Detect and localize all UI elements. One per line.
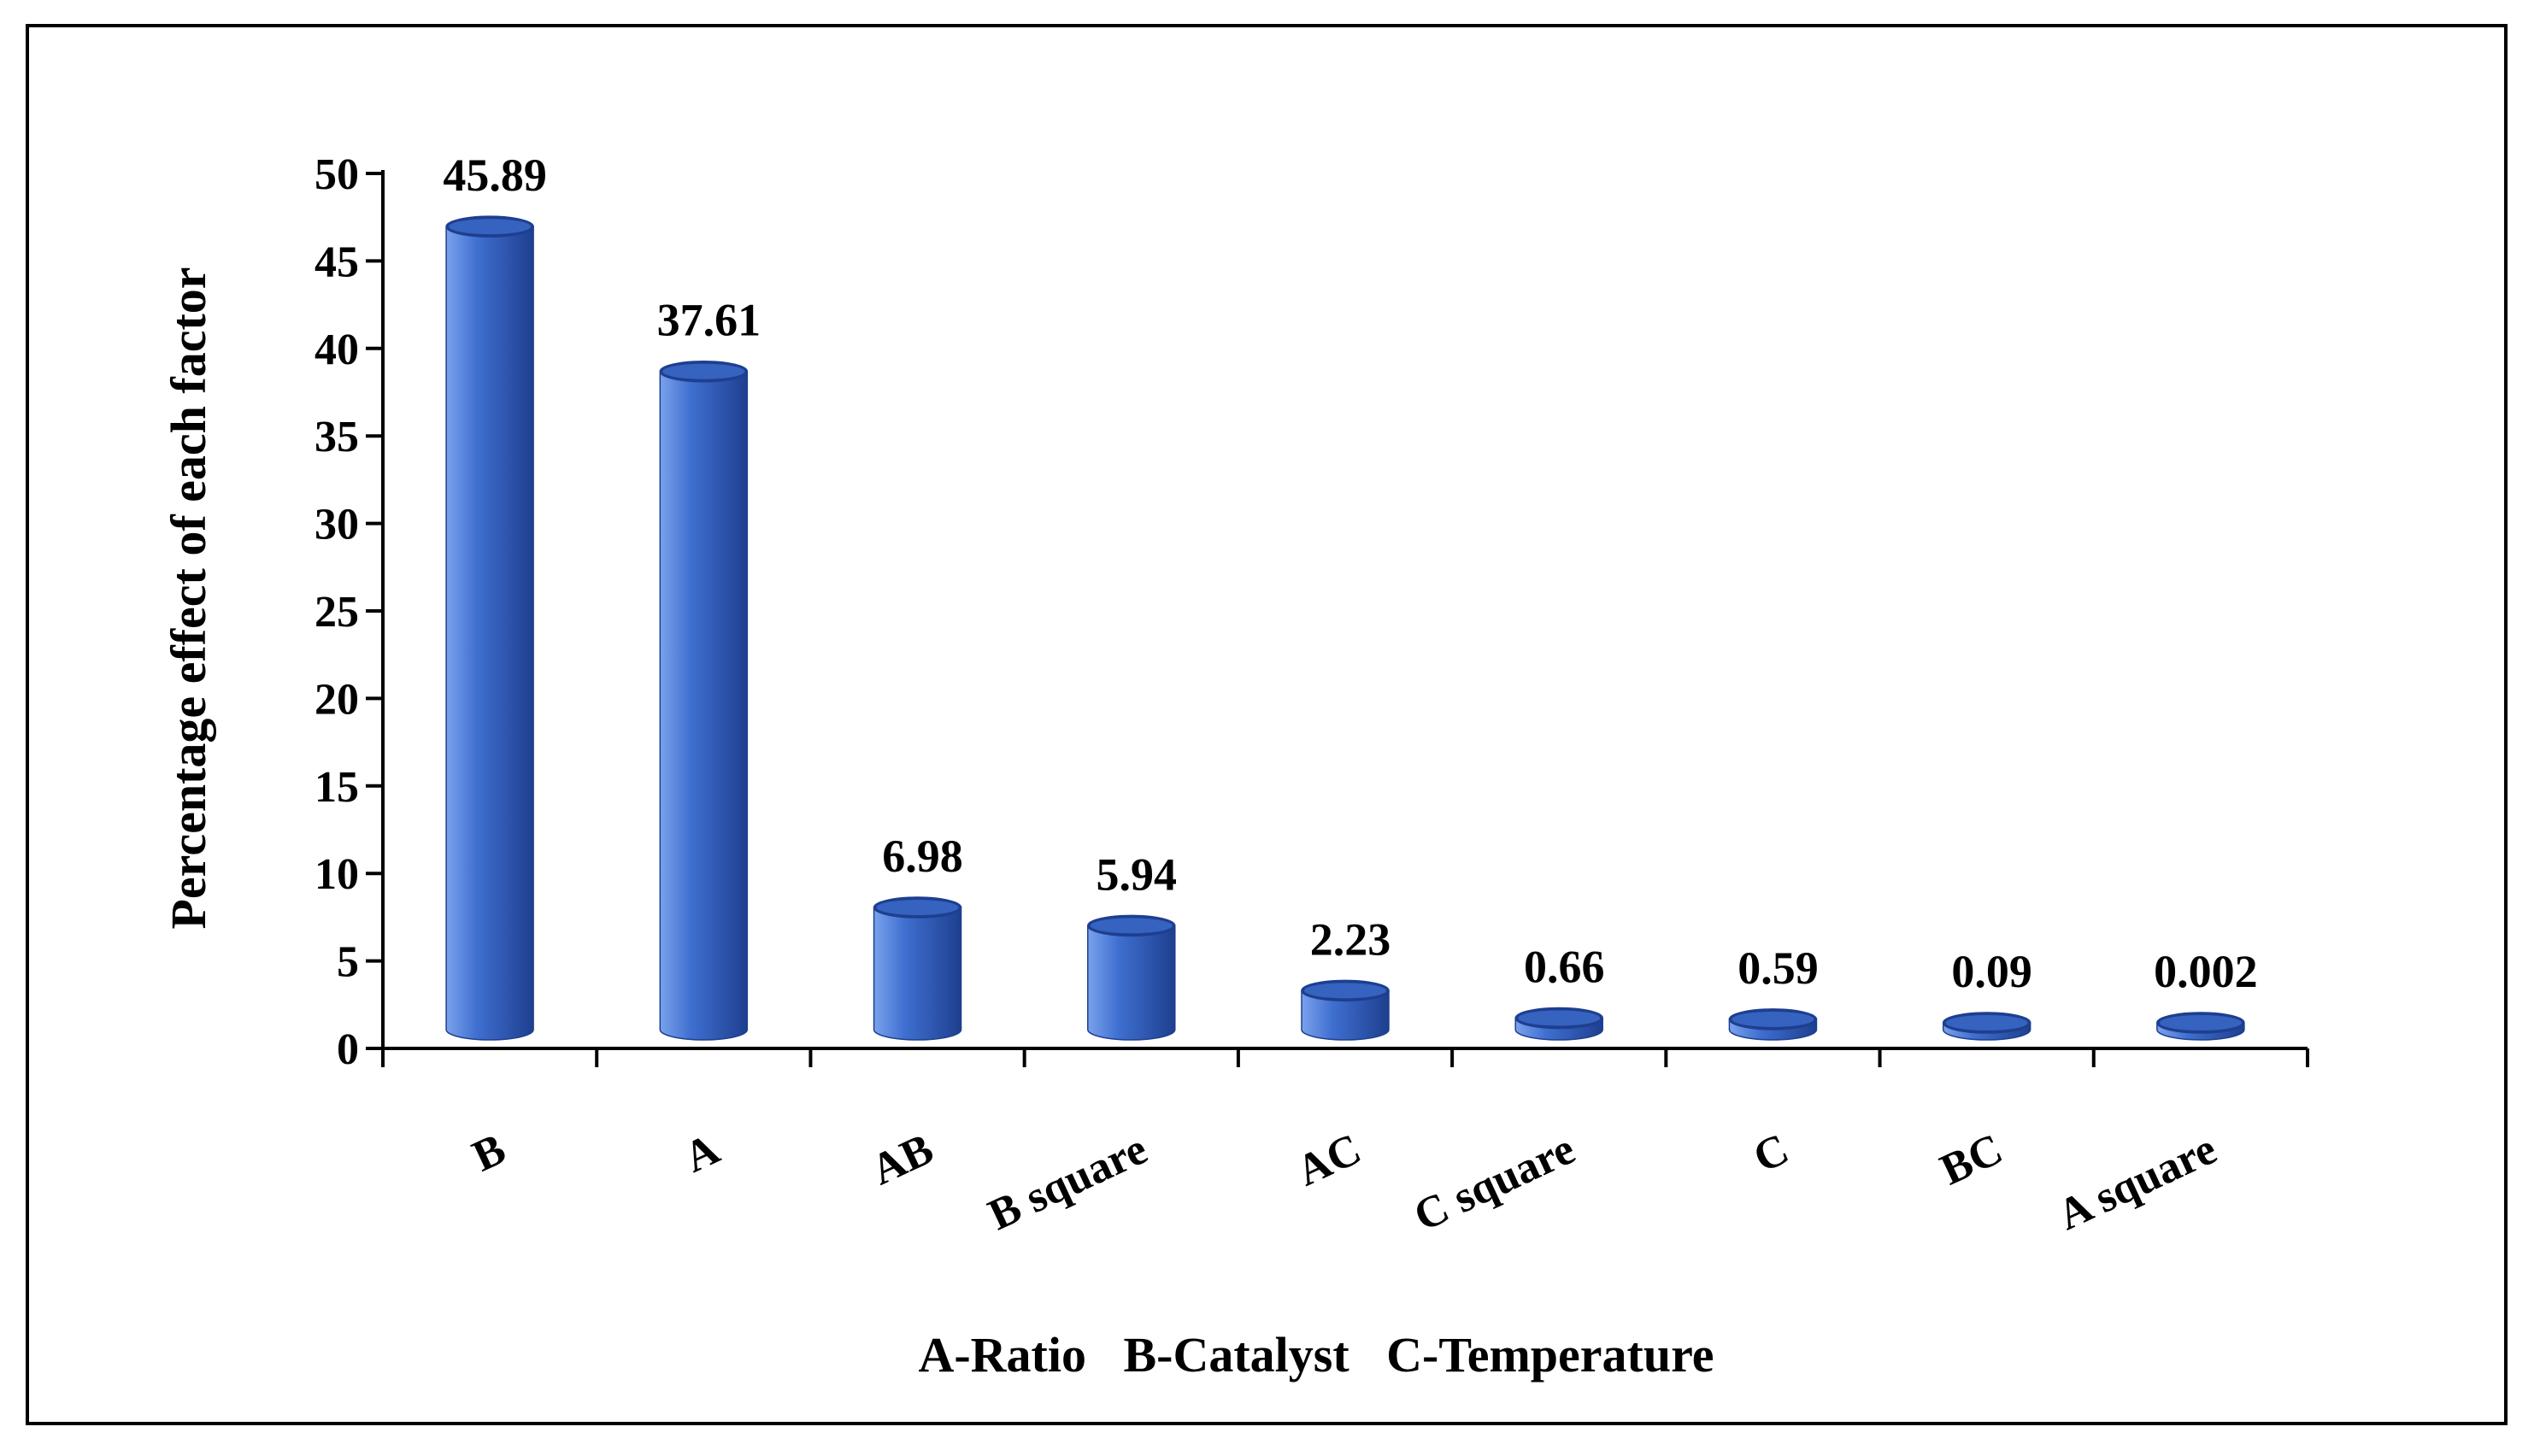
data-label: 0.09	[1951, 946, 2032, 997]
bar-top-highlight	[876, 900, 959, 916]
category-label: B	[466, 1124, 514, 1181]
y-tick-label: 45	[315, 238, 359, 286]
bar	[445, 215, 534, 1041]
bar	[659, 360, 749, 1041]
y-tick-label: 40	[315, 326, 359, 374]
chart-frame	[26, 24, 2508, 1425]
bar	[2156, 1012, 2245, 1041]
y-tick-label: 50	[315, 150, 359, 199]
bar	[1728, 1008, 1818, 1041]
bar-top-highlight	[1732, 1011, 1814, 1027]
bar-body	[1301, 989, 1390, 1041]
category-label: AB	[864, 1124, 941, 1195]
bar	[1087, 914, 1176, 1041]
bar-top-highlight	[1945, 1015, 2028, 1030]
bar-top-highlight	[1090, 918, 1173, 934]
y-tick-label: 5	[337, 938, 359, 987]
data-label: 2.23	[1310, 913, 1391, 965]
data-label: 45.89	[443, 150, 547, 201]
bar-body	[445, 226, 534, 1041]
bar-top-highlight	[449, 219, 532, 235]
category-label: B square	[981, 1124, 1155, 1240]
bar-top-highlight	[662, 363, 745, 379]
y-tick-label: 25	[315, 588, 359, 637]
category-label: BC	[1933, 1124, 2010, 1195]
y-tick-label: 35	[315, 413, 359, 461]
bar-top-highlight	[2159, 1015, 2242, 1030]
data-label: 37.61	[657, 295, 761, 346]
bar-top-highlight	[1304, 983, 1386, 999]
category-label: A	[677, 1124, 727, 1183]
y-tick-label: 10	[315, 850, 359, 899]
data-label: 6.98	[882, 831, 963, 882]
data-label: 0.002	[2154, 946, 2258, 997]
category-label: C square	[1407, 1124, 1582, 1241]
y-tick-label: 0	[337, 1025, 359, 1074]
data-label: 5.94	[1097, 848, 1178, 900]
bar	[1514, 1007, 1603, 1041]
y-tick-label: 15	[315, 763, 359, 812]
data-label: 0.59	[1737, 942, 1819, 994]
bar-top-highlight	[1518, 1010, 1601, 1026]
y-axis-label: Percentage effect of each factor	[161, 267, 216, 929]
y-tick-label: 20	[315, 675, 359, 724]
bar	[1942, 1012, 2031, 1041]
bar-body	[1087, 925, 1176, 1041]
category-label: C	[1746, 1124, 1796, 1183]
bar	[1301, 979, 1390, 1041]
x-axis-label: A-Ratio B-Catalyst C-Temperature	[918, 1327, 1714, 1383]
category-label: AC	[1290, 1124, 1368, 1195]
data-label: 0.66	[1524, 941, 1605, 992]
bar	[873, 896, 962, 1041]
bar-body	[873, 907, 962, 1041]
y-tick-label: 30	[315, 501, 359, 549]
bar-body	[659, 370, 749, 1041]
category-label: A square	[2050, 1124, 2224, 1240]
